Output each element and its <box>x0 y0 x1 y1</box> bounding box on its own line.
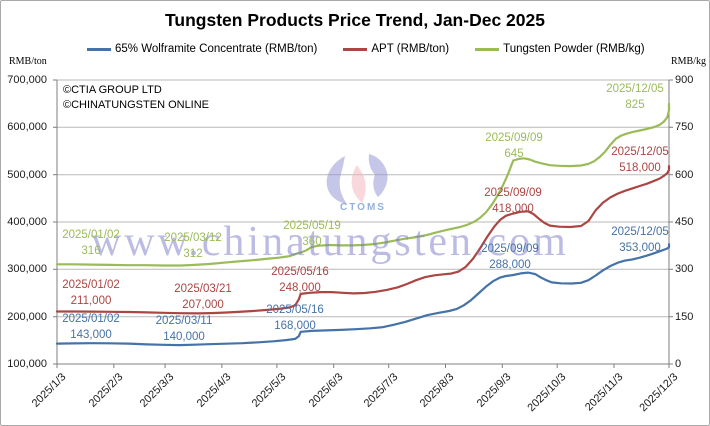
copyright-notice: ©CTIA GROUP LTD ©CHINATUNGSTEN ONLINE <box>63 83 209 113</box>
legend-label: Tungsten Powder (RMB/kg) <box>503 43 645 55</box>
annotation-powder-2025-05-19: 2025/05/19 360 <box>283 219 341 250</box>
left-axis-tick-label: 200,000 <box>7 310 47 323</box>
series-line-wolframite <box>55 243 671 347</box>
annotation-powder-2025-03-12: 2025/03/12 312 <box>164 231 222 262</box>
legend-item-powder: Tungsten Powder (RMB/kg) <box>475 43 645 55</box>
watermark-logo <box>326 154 388 204</box>
annotation-date: 2025/09/09 <box>481 243 539 255</box>
annotation-date: 2025/12/05 <box>606 83 664 95</box>
annotation-date: 2025/09/09 <box>484 187 542 199</box>
right-axis-tick-label: 150 <box>675 310 694 323</box>
annotation-date: 2025/03/12 <box>164 232 222 244</box>
annotation-date: 2025/03/21 <box>174 283 232 295</box>
annotation-value: 140,000 <box>163 330 205 343</box>
right-axis-tick-label: 600 <box>675 168 694 181</box>
annotation-wolframite-2025-05-16: 2025/05/16 168,000 <box>266 303 324 334</box>
left-axis-tick-label: 100,000 <box>7 358 47 370</box>
legend-item-wolframite: 65% Wolframite Concentrate (RMB/ton) <box>87 43 317 55</box>
annotation-apt-2025-12-05: 2025/12/05 518,000 <box>611 145 669 176</box>
right-axis-tick-label: 0 <box>675 358 682 370</box>
legend-swatch-wolframite <box>87 47 111 51</box>
annotation-value: 168,000 <box>274 319 316 332</box>
annotation-value: 143,000 <box>70 328 112 341</box>
annotation-apt-2025-01-02: 2025/01/02 211,000 <box>62 278 120 309</box>
annotation-value: 312 <box>183 247 203 260</box>
right-axis-tick-label: 750 <box>675 121 694 134</box>
annotation-wolframite-2025-12-05: 2025/12/05 353,000 <box>611 225 669 256</box>
left-axis-tick-label: 500,000 <box>7 168 47 181</box>
annotation-apt-2025-05-16: 2025/05/16 248,000 <box>271 265 329 296</box>
annotation-value: 353,000 <box>619 241 661 254</box>
annotation-powder-2025-12-05: 2025/12/05 825 <box>606 82 664 113</box>
annotation-date: 2025/01/02 <box>62 229 120 241</box>
chart-title: Tungsten Products Price Trend, Jan-Dec 2… <box>165 10 545 30</box>
legend-label: APT (RMB/ton) <box>371 43 450 55</box>
copyright-line-2: ©CHINATUNGSTEN ONLINE <box>63 99 210 111</box>
annotation-value: 288,000 <box>489 258 531 271</box>
annotation-date: 2025/05/16 <box>266 304 324 316</box>
left-axis-tick-label: 700,000 <box>7 74 47 86</box>
left-axis-unit-label: RMB/ton <box>9 56 47 67</box>
annotation-date: 2025/03/11 <box>155 315 213 327</box>
annotation-date: 2025/01/02 <box>62 279 120 291</box>
series-line-powder <box>55 102 671 267</box>
annotation-value: 360 <box>302 235 322 248</box>
right-axis-tick-label: 900 <box>675 74 694 86</box>
annotation-powder-2025-01-02: 2025/01/02 316 <box>62 228 120 259</box>
left-axis-tick-label: 600,000 <box>7 121 47 134</box>
left-axis-tick-label: 400,000 <box>7 216 47 228</box>
annotation-wolframite-2025-03-11: 2025/03/11 140,000 <box>156 314 213 345</box>
annotation-date: 2025/01/02 <box>62 313 120 325</box>
annotation-date: 2025/12/05 <box>611 226 669 238</box>
series-line-apt <box>55 165 671 315</box>
annotation-apt-2025-09-09: 2025/09/09 418,000 <box>484 186 542 217</box>
legend-label: 65% Wolframite Concentrate (RMB/ton) <box>115 43 318 55</box>
annotation-date: 2025/09/09 <box>485 132 543 144</box>
watermark-text: www.chinatungsten.com <box>91 219 569 265</box>
annotation-value: 645 <box>504 147 524 160</box>
annotation-value: 207,000 <box>182 298 224 311</box>
annotation-value: 248,000 <box>279 281 321 294</box>
copyright-line-1: ©CTIA GROUP LTD <box>63 84 162 96</box>
right-axis-unit-label: RMB/kg <box>671 56 707 67</box>
annotation-value: 518,000 <box>619 161 661 174</box>
right-axis-tick-label: 300 <box>675 263 694 276</box>
legend-item-apt: APT (RMB/ton) <box>343 43 449 55</box>
left-axis-tick-label: 300,000 <box>7 263 47 276</box>
annotation-date: 2025/05/19 <box>283 220 341 232</box>
legend-swatch-apt <box>343 47 368 51</box>
annotation-value: 825 <box>625 98 645 111</box>
annotation-wolframite-2025-01-02: 2025/01/02 143,000 <box>62 312 120 343</box>
annotation-date: 2025/12/05 <box>611 146 669 158</box>
annotation-value: 211,000 <box>70 294 112 307</box>
annotation-wolframite-2025-09-09: 2025/09/09 288,000 <box>481 242 539 273</box>
right-axis-tick-label: 450 <box>675 216 694 228</box>
annotation-value: 418,000 <box>492 202 534 215</box>
annotation-value: 316 <box>81 244 101 257</box>
watermark-logo-text: CTOMS <box>340 202 386 213</box>
chart-legend: 65% Wolframite Concentrate (RMB/ton) APT … <box>87 43 645 55</box>
legend-swatch-powder <box>475 47 500 51</box>
annotation-apt-2025-03-21: 2025/03/21 207,000 <box>174 282 232 313</box>
annotation-date: 2025/05/16 <box>271 266 329 278</box>
annotation-powder-2025-09-09: 2025/09/09 645 <box>485 131 543 162</box>
